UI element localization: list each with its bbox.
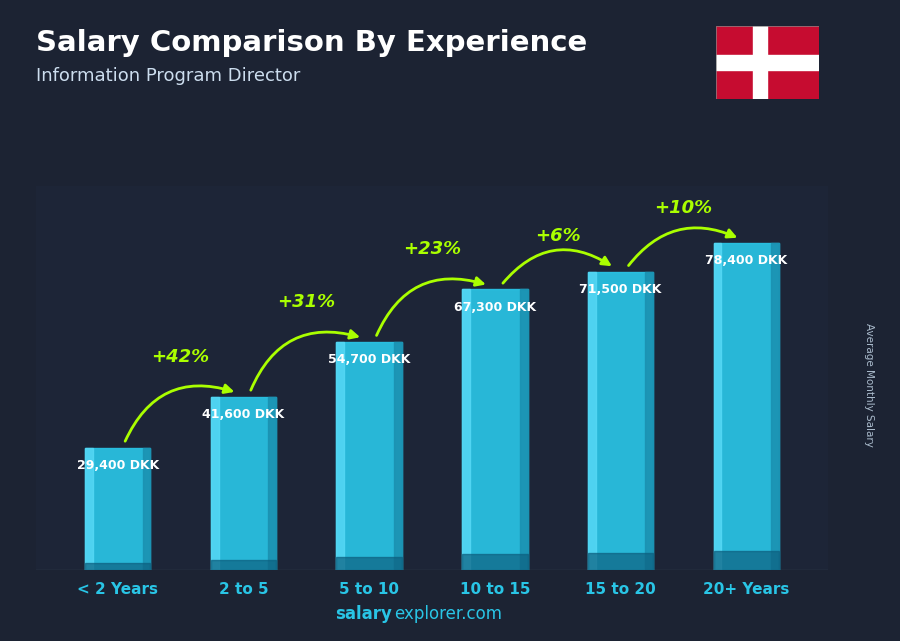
Text: explorer.com: explorer.com xyxy=(394,605,502,623)
Text: 54,700 DKK: 54,700 DKK xyxy=(328,353,410,367)
Bar xyxy=(714,551,779,570)
Bar xyxy=(142,447,150,570)
Text: +42%: +42% xyxy=(151,348,210,366)
Text: +31%: +31% xyxy=(277,293,336,311)
Bar xyxy=(519,289,527,570)
Text: Information Program Director: Information Program Director xyxy=(36,67,301,85)
Bar xyxy=(211,397,276,570)
Bar xyxy=(337,557,401,570)
Bar xyxy=(714,243,779,570)
Bar xyxy=(337,342,345,570)
Text: 41,600 DKK: 41,600 DKK xyxy=(202,408,284,421)
Text: 71,500 DKK: 71,500 DKK xyxy=(580,283,662,296)
Bar xyxy=(268,397,276,570)
Text: 78,400 DKK: 78,400 DKK xyxy=(706,254,788,267)
Bar xyxy=(85,563,150,570)
Text: +10%: +10% xyxy=(654,199,713,217)
Text: 29,400 DKK: 29,400 DKK xyxy=(76,459,158,472)
Text: +23%: +23% xyxy=(403,240,461,258)
Bar xyxy=(463,289,527,570)
Bar xyxy=(588,272,653,570)
Bar xyxy=(85,447,93,570)
Bar xyxy=(645,272,653,570)
Bar xyxy=(337,342,401,570)
Bar xyxy=(716,55,819,70)
Text: +6%: +6% xyxy=(535,228,581,246)
Text: Salary Comparison By Experience: Salary Comparison By Experience xyxy=(36,29,587,57)
Bar xyxy=(752,26,767,99)
Bar xyxy=(588,272,596,570)
Bar xyxy=(463,289,470,570)
Text: 67,300 DKK: 67,300 DKK xyxy=(454,301,536,313)
Bar xyxy=(463,554,527,570)
Bar xyxy=(714,243,722,570)
Bar xyxy=(85,447,150,570)
Bar xyxy=(588,553,653,570)
Bar xyxy=(394,342,401,570)
Bar xyxy=(771,243,779,570)
Bar xyxy=(211,397,219,570)
Text: Average Monthly Salary: Average Monthly Salary xyxy=(863,322,874,447)
Text: salary: salary xyxy=(335,605,392,623)
Bar xyxy=(211,560,276,570)
